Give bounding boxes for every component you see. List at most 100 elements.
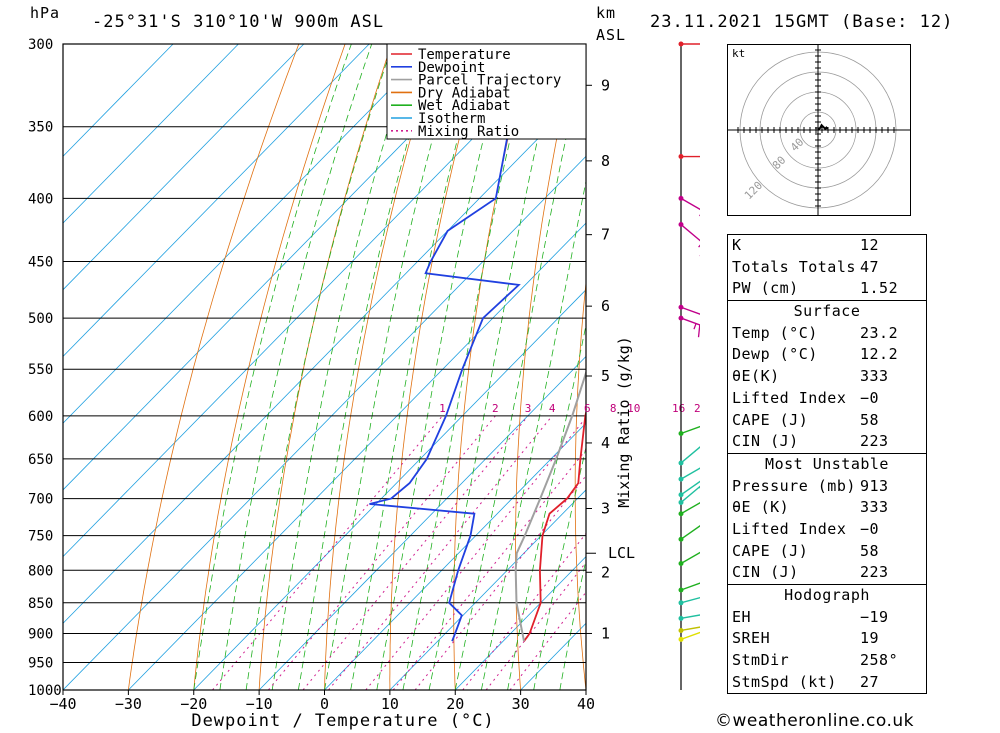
pressure-unit-label: hPa (30, 4, 61, 22)
temperature-tick-label: 20 (446, 695, 464, 713)
isotherm-line (63, 44, 501, 491)
temperature-tick-label: −30 (115, 695, 142, 713)
index-label: Totals Totals (732, 257, 856, 276)
wind-barb (678, 154, 700, 160)
isotherm-line (63, 44, 305, 291)
legend-label: Dry Adiabat (418, 85, 511, 101)
height-unit-label: km (596, 4, 617, 22)
pressure-tick-label: 450 (28, 255, 53, 271)
surface-label: Temp (°C) (732, 323, 818, 342)
wind-barb (678, 626, 700, 633)
legend-label: Parcel Trajectory (418, 73, 561, 89)
most-unstable-value: 223 (860, 563, 889, 582)
profile-line-temperature (523, 409, 586, 642)
pressure-tick-label: 350 (28, 120, 53, 136)
isotherm-line (63, 44, 566, 558)
pressure-tick-label: 300 (28, 37, 53, 53)
indices-table: K 12 Totals Totals 47 PW (cm) 1.52 Surface Te… (727, 234, 927, 695)
x-axis-label: Dewpoint / Temperature (°C) (191, 711, 494, 731)
pressure-tick-label: 800 (28, 563, 53, 579)
wind-barb (678, 195, 700, 217)
mixing-ratio-label: 6 (584, 402, 591, 415)
most-unstable-value: 58 (860, 541, 880, 560)
surface-row: θE(K) 333 (728, 366, 926, 388)
mixing-ratio-line (212, 415, 443, 690)
mixing-ratio-line (392, 449, 586, 690)
height-tick-label: 7 (601, 226, 610, 244)
temperature-tick-label: 0 (320, 695, 329, 713)
most-unstable-section-title: Most Unstable (765, 454, 889, 473)
legend-label: Mixing Ratio (418, 124, 519, 140)
mixing-ratio-line (414, 475, 586, 690)
most-unstable-label: Lifted Index (732, 519, 847, 538)
temperature-tick-label: 30 (512, 695, 530, 713)
most-unstable-row: CIN (J) 223 (728, 562, 926, 584)
wind-barb-staff (680, 306, 700, 315)
most-unstable-label: CAPE (J) (732, 541, 809, 560)
isotherm-line (258, 355, 586, 690)
wind-barb (678, 501, 700, 517)
pressure-tick-label: 1000 (28, 683, 62, 699)
wind-barb-staff (680, 224, 700, 242)
dry-adiabat-line (633, 44, 670, 690)
wind-barb-staff (680, 485, 700, 503)
mixing-ratio-line (365, 416, 586, 690)
isotherm-line (63, 155, 586, 690)
surface-value: −0 (860, 388, 880, 407)
pressure-tick-label: 850 (28, 596, 53, 612)
dry-adiabat-line (689, 44, 700, 690)
wind-barb (678, 485, 700, 505)
height-tick-label: 6 (601, 297, 610, 315)
legend-box (386, 43, 587, 140)
index-row: PW (cm) 1.52 (728, 278, 926, 300)
mixing-ratio-label: 8 (610, 402, 617, 415)
most-unstable-row: CAPE (J) 58 (728, 541, 926, 563)
wind-barb-half-feather (698, 244, 700, 248)
pressure-tick-label: 700 (28, 492, 53, 508)
wind-barb (678, 596, 700, 606)
isotherm-line (63, 89, 586, 624)
wind-barb-staff (680, 197, 700, 211)
isotherm-line (63, 44, 435, 424)
surface-label: θE(K) (732, 367, 780, 386)
hodograph-param-value: −19 (860, 607, 889, 626)
wind-barb (678, 315, 700, 338)
surface-value: 12.2 (860, 345, 899, 364)
surface-row: Dewp (°C) 12.2 (728, 344, 926, 366)
wind-barb (678, 551, 700, 567)
height-tick-label: 2 (601, 563, 610, 581)
hodograph-param-row: EH −19 (728, 607, 926, 629)
wind-barb-staff (680, 525, 700, 540)
wind-barb (678, 631, 700, 642)
wind-barb-staff (680, 631, 700, 641)
height-tick-label: 9 (601, 76, 610, 94)
most-unstable-value: 333 (860, 498, 889, 517)
wind-barb (678, 614, 700, 621)
surface-row: Temp (°C) 23.2 (728, 323, 926, 345)
legend-label: Dewpoint (418, 60, 485, 76)
index-row: K 12 (728, 235, 926, 257)
wind-barb-feather (697, 324, 700, 338)
dry-adiabat-line (128, 44, 300, 690)
hodograph-param-row: SREH 19 (728, 628, 926, 650)
wet-adiabat-line (193, 44, 352, 690)
surface-value: 333 (860, 367, 889, 386)
surface-row: CAPE (J) 58 (728, 410, 926, 432)
wind-barb (678, 582, 700, 593)
wind-barb-staff (680, 467, 700, 480)
wind-barb-staff (680, 446, 700, 464)
wind-barb (678, 425, 700, 437)
dry-adiabat-line (324, 44, 439, 690)
wind-barb-staff (680, 317, 700, 326)
hodograph-param-value: 19 (860, 629, 880, 648)
profile-line-parcel-trajectory (514, 369, 586, 642)
hodograph-param-label: StmDir (732, 651, 790, 670)
hodograph-param-row: StmSpd (kt) 27 (728, 672, 926, 694)
temperature-tick-label: −40 (49, 695, 76, 713)
mixing-ratio-label: 10 (627, 402, 640, 415)
pressure-tick-label: 950 (28, 655, 53, 671)
most-unstable-row: Lifted Index −0 (728, 519, 926, 541)
mixing-ratio-axis-label: Mixing Ratio (g/kg) (615, 336, 633, 508)
